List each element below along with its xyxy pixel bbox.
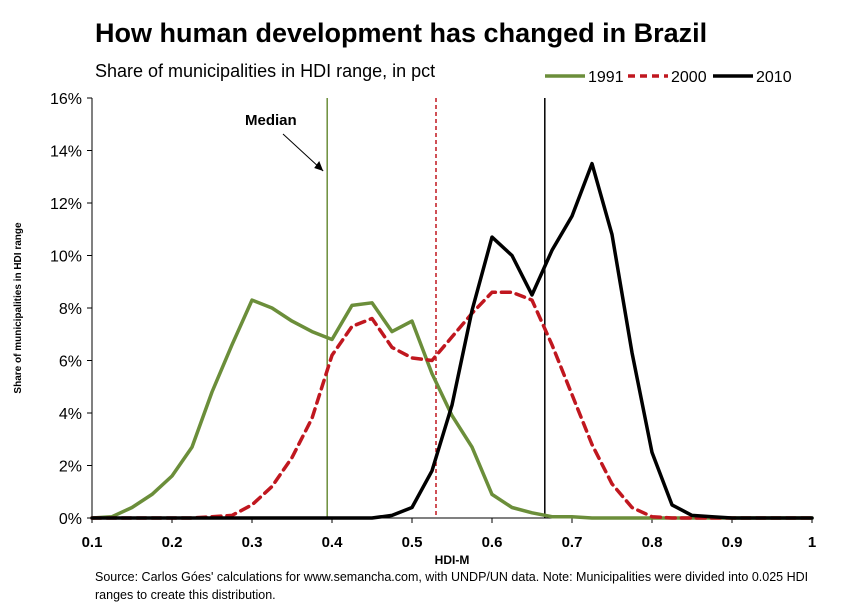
x-tick-label: 1 [808,534,816,551]
y-tick-label: 4% [59,406,82,423]
x-tick-label: 0.4 [322,534,344,551]
x-tick-label: 0.7 [562,534,583,551]
x-tick-label: 0.6 [482,534,503,551]
median-arrowhead [314,161,324,171]
median-annotation: Median [245,112,297,129]
legend-label-2000: 2000 [671,69,707,86]
y-tick-label: 14% [50,144,82,161]
x-tick-label: 0.9 [722,534,743,551]
x-tick-label: 0.8 [642,534,663,551]
y-tick-label: 8% [59,301,82,318]
series-line-2010 [90,161,814,520]
y-tick-label: 16% [50,91,82,108]
legend-label-2010: 2010 [756,69,792,86]
y-axis-label: Share of municipalities in HDI range [13,222,24,394]
x-axis-label: HDI-M [435,553,470,567]
x-tick-label: 0.5 [402,534,423,551]
x-tick-label: 0.1 [82,534,103,551]
y-tick-label: 2% [59,459,82,476]
x-tick-label: 0.3 [242,534,263,551]
legend-label-1991: 1991 [588,69,624,86]
y-tick-label: 6% [59,354,82,371]
chart-title: How human development has changed in Bra… [95,18,708,48]
y-tick-label: 0% [59,511,82,528]
x-tick-label: 0.2 [162,534,183,551]
source-note: Source: Carlos Góes' calculations for ww… [95,570,809,602]
y-tick-label: 12% [50,196,82,213]
chart-subtitle: Share of municipalities in HDI range, in… [95,61,436,81]
y-tick-label: 10% [50,249,82,266]
